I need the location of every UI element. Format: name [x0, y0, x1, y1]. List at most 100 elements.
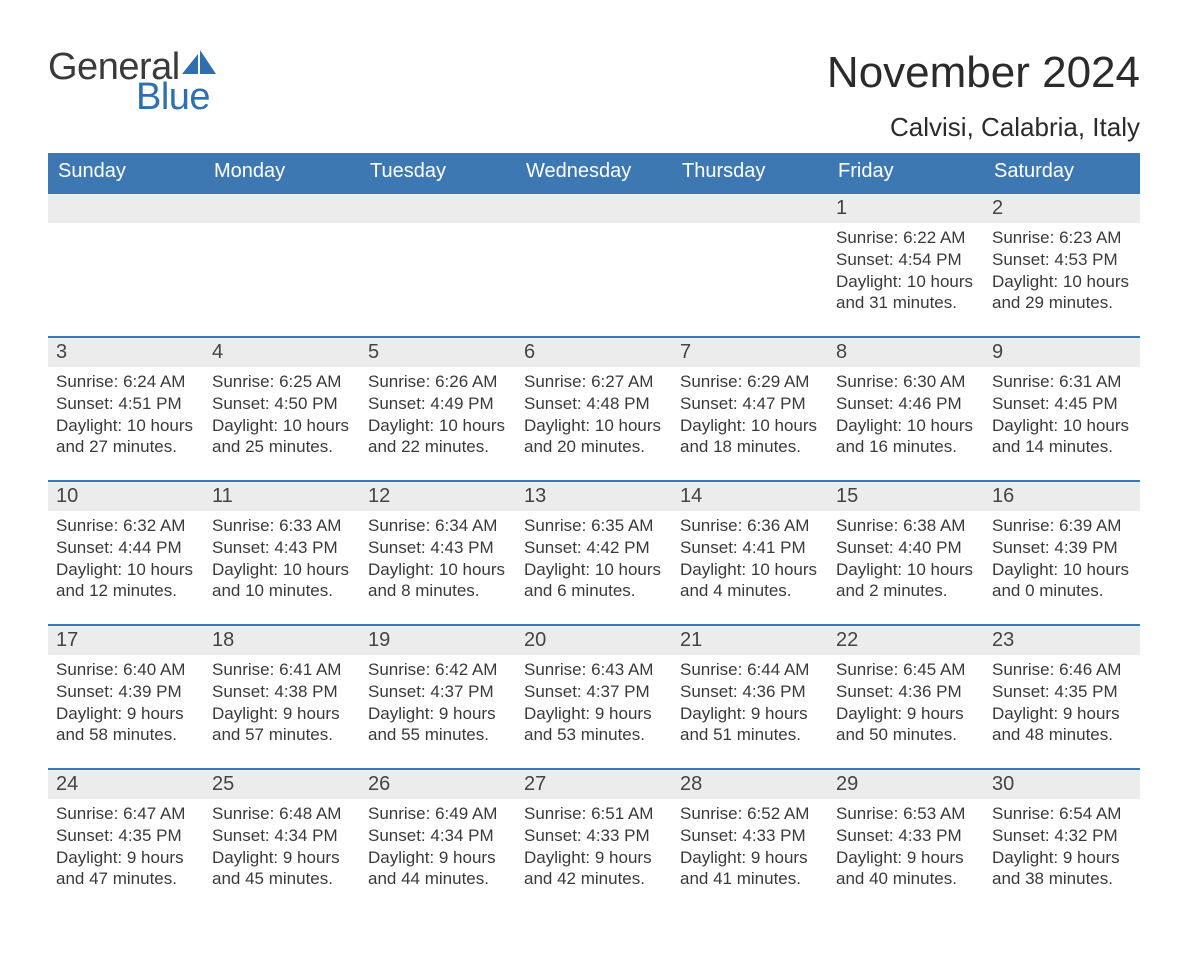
day-details: Sunrise: 6:22 AMSunset: 4:54 PMDaylight:… [828, 223, 984, 314]
weekday-header: Saturday [984, 153, 1140, 192]
day-details: Sunrise: 6:33 AMSunset: 4:43 PMDaylight:… [204, 511, 360, 602]
sunset-line: Sunset: 4:39 PM [56, 681, 196, 703]
sunset-line: Sunset: 4:38 PM [212, 681, 352, 703]
sunrise-line: Sunrise: 6:36 AM [680, 515, 820, 537]
day-details: Sunrise: 6:27 AMSunset: 4:48 PMDaylight:… [516, 367, 672, 458]
day-number: 6 [516, 336, 672, 367]
sunset-line: Sunset: 4:34 PM [212, 825, 352, 847]
sunrise-line: Sunrise: 6:44 AM [680, 659, 820, 681]
day-details: Sunrise: 6:35 AMSunset: 4:42 PMDaylight:… [516, 511, 672, 602]
day-number: 5 [360, 336, 516, 367]
day-details: Sunrise: 6:38 AMSunset: 4:40 PMDaylight:… [828, 511, 984, 602]
daylight-line: Daylight: 10 hours and 0 minutes. [992, 559, 1132, 603]
sunrise-line: Sunrise: 6:30 AM [836, 371, 976, 393]
day-cell: 21Sunrise: 6:44 AMSunset: 4:36 PMDayligh… [672, 624, 828, 746]
daylight-line: Daylight: 10 hours and 4 minutes. [680, 559, 820, 603]
sunset-line: Sunset: 4:42 PM [524, 537, 664, 559]
daylight-line: Daylight: 10 hours and 12 minutes. [56, 559, 196, 603]
sunset-line: Sunset: 4:32 PM [992, 825, 1132, 847]
day-number: 27 [516, 768, 672, 799]
day-details: Sunrise: 6:25 AMSunset: 4:50 PMDaylight:… [204, 367, 360, 458]
sunrise-line: Sunrise: 6:49 AM [368, 803, 508, 825]
day-cell: 26Sunrise: 6:49 AMSunset: 4:34 PMDayligh… [360, 768, 516, 890]
day-details: Sunrise: 6:40 AMSunset: 4:39 PMDaylight:… [48, 655, 204, 746]
day-details: Sunrise: 6:51 AMSunset: 4:33 PMDaylight:… [516, 799, 672, 890]
sunset-line: Sunset: 4:39 PM [992, 537, 1132, 559]
day-details: Sunrise: 6:53 AMSunset: 4:33 PMDaylight:… [828, 799, 984, 890]
day-cell: 12Sunrise: 6:34 AMSunset: 4:43 PMDayligh… [360, 480, 516, 602]
calendar-page: General Blue November 2024 Calvisi, Cala… [0, 0, 1188, 972]
day-cell: 10Sunrise: 6:32 AMSunset: 4:44 PMDayligh… [48, 480, 204, 602]
weeks-container: 1Sunrise: 6:22 AMSunset: 4:54 PMDaylight… [48, 192, 1140, 890]
title-block: November 2024 Calvisi, Calabria, Italy [827, 48, 1140, 143]
location: Calvisi, Calabria, Italy [827, 112, 1140, 143]
day-cell: 5Sunrise: 6:26 AMSunset: 4:49 PMDaylight… [360, 336, 516, 458]
sunset-line: Sunset: 4:48 PM [524, 393, 664, 415]
sunset-line: Sunset: 4:51 PM [56, 393, 196, 415]
sunrise-line: Sunrise: 6:34 AM [368, 515, 508, 537]
sunrise-line: Sunrise: 6:53 AM [836, 803, 976, 825]
sunset-line: Sunset: 4:43 PM [212, 537, 352, 559]
daylight-line: Daylight: 10 hours and 20 minutes. [524, 415, 664, 459]
sunset-line: Sunset: 4:49 PM [368, 393, 508, 415]
daylight-line: Daylight: 10 hours and 31 minutes. [836, 271, 976, 315]
day-details: Sunrise: 6:36 AMSunset: 4:41 PMDaylight:… [672, 511, 828, 602]
sunset-line: Sunset: 4:41 PM [680, 537, 820, 559]
daylight-line: Daylight: 9 hours and 42 minutes. [524, 847, 664, 891]
daylight-line: Daylight: 10 hours and 29 minutes. [992, 271, 1132, 315]
daylight-line: Daylight: 9 hours and 57 minutes. [212, 703, 352, 747]
sunset-line: Sunset: 4:35 PM [992, 681, 1132, 703]
day-cell: 25Sunrise: 6:48 AMSunset: 4:34 PMDayligh… [204, 768, 360, 890]
sunrise-line: Sunrise: 6:24 AM [56, 371, 196, 393]
day-details: Sunrise: 6:45 AMSunset: 4:36 PMDaylight:… [828, 655, 984, 746]
day-number: 8 [828, 336, 984, 367]
week-row: 24Sunrise: 6:47 AMSunset: 4:35 PMDayligh… [48, 768, 1140, 890]
day-details: Sunrise: 6:26 AMSunset: 4:49 PMDaylight:… [360, 367, 516, 458]
daylight-line: Daylight: 10 hours and 22 minutes. [368, 415, 508, 459]
sunrise-line: Sunrise: 6:54 AM [992, 803, 1132, 825]
day-details: Sunrise: 6:31 AMSunset: 4:45 PMDaylight:… [984, 367, 1140, 458]
sunrise-line: Sunrise: 6:47 AM [56, 803, 196, 825]
day-cell: 17Sunrise: 6:40 AMSunset: 4:39 PMDayligh… [48, 624, 204, 746]
day-number: 4 [204, 336, 360, 367]
sunrise-line: Sunrise: 6:23 AM [992, 227, 1132, 249]
day-cell: 15Sunrise: 6:38 AMSunset: 4:40 PMDayligh… [828, 480, 984, 602]
sunset-line: Sunset: 4:46 PM [836, 393, 976, 415]
day-details: Sunrise: 6:32 AMSunset: 4:44 PMDaylight:… [48, 511, 204, 602]
day-cell: 14Sunrise: 6:36 AMSunset: 4:41 PMDayligh… [672, 480, 828, 602]
day-number: 3 [48, 336, 204, 367]
day-number: 9 [984, 336, 1140, 367]
day-details: Sunrise: 6:42 AMSunset: 4:37 PMDaylight:… [360, 655, 516, 746]
day-cell: 1Sunrise: 6:22 AMSunset: 4:54 PMDaylight… [828, 192, 984, 314]
day-cell: 11Sunrise: 6:33 AMSunset: 4:43 PMDayligh… [204, 480, 360, 602]
daylight-line: Daylight: 9 hours and 55 minutes. [368, 703, 508, 747]
sunset-line: Sunset: 4:40 PM [836, 537, 976, 559]
day-details: Sunrise: 6:23 AMSunset: 4:53 PMDaylight:… [984, 223, 1140, 314]
day-number: 2 [984, 192, 1140, 223]
sunset-line: Sunset: 4:36 PM [836, 681, 976, 703]
day-details: Sunrise: 6:34 AMSunset: 4:43 PMDaylight:… [360, 511, 516, 602]
daylight-line: Daylight: 10 hours and 25 minutes. [212, 415, 352, 459]
sunset-line: Sunset: 4:33 PM [836, 825, 976, 847]
day-number [360, 192, 516, 223]
day-number: 1 [828, 192, 984, 223]
daylight-line: Daylight: 9 hours and 48 minutes. [992, 703, 1132, 747]
sunrise-line: Sunrise: 6:42 AM [368, 659, 508, 681]
day-cell: 22Sunrise: 6:45 AMSunset: 4:36 PMDayligh… [828, 624, 984, 746]
day-cell: 18Sunrise: 6:41 AMSunset: 4:38 PMDayligh… [204, 624, 360, 746]
day-cell: 28Sunrise: 6:52 AMSunset: 4:33 PMDayligh… [672, 768, 828, 890]
daylight-line: Daylight: 9 hours and 38 minutes. [992, 847, 1132, 891]
weekday-header: Wednesday [516, 153, 672, 192]
day-details: Sunrise: 6:30 AMSunset: 4:46 PMDaylight:… [828, 367, 984, 458]
sunrise-line: Sunrise: 6:52 AM [680, 803, 820, 825]
sunset-line: Sunset: 4:35 PM [56, 825, 196, 847]
day-details: Sunrise: 6:47 AMSunset: 4:35 PMDaylight:… [48, 799, 204, 890]
sunrise-line: Sunrise: 6:46 AM [992, 659, 1132, 681]
sunrise-line: Sunrise: 6:25 AM [212, 371, 352, 393]
daylight-line: Daylight: 10 hours and 10 minutes. [212, 559, 352, 603]
brand-word-2: Blue [136, 78, 216, 116]
day-cell [516, 192, 672, 314]
sunrise-line: Sunrise: 6:45 AM [836, 659, 976, 681]
sunrise-line: Sunrise: 6:51 AM [524, 803, 664, 825]
daylight-line: Daylight: 9 hours and 47 minutes. [56, 847, 196, 891]
